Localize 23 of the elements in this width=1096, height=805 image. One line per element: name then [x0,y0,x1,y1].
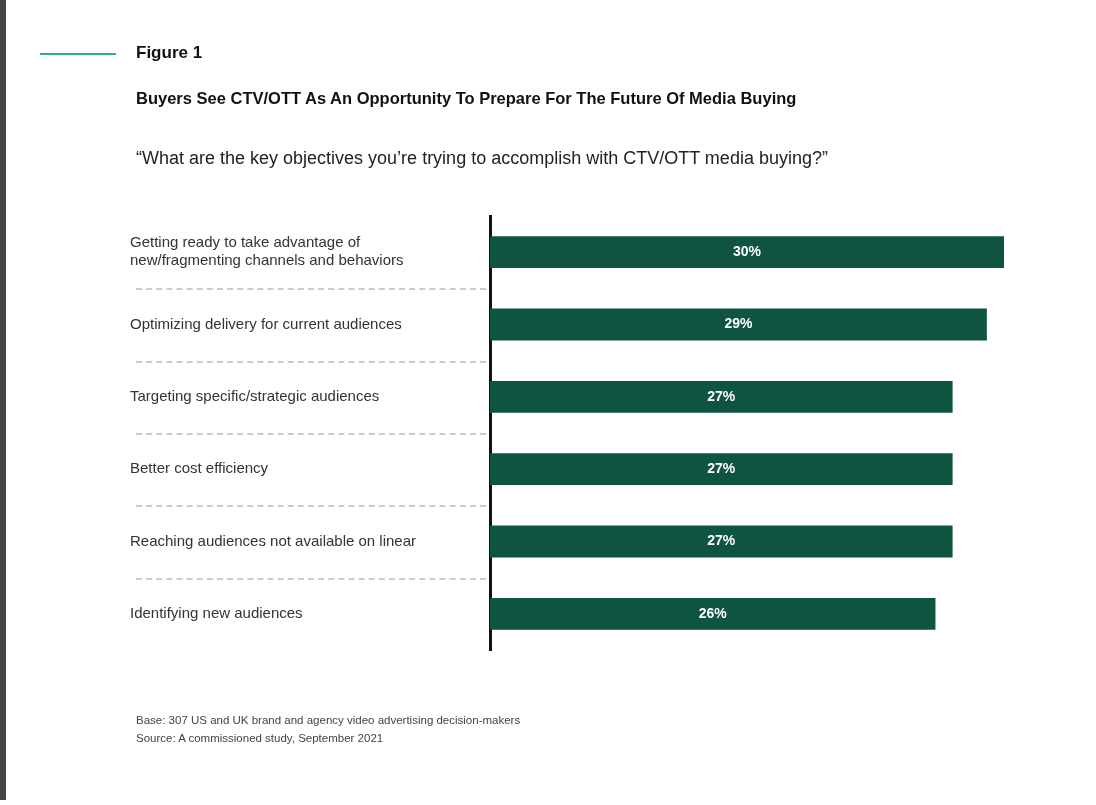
data-label: 27% [707,532,736,549]
bar [490,236,1004,269]
y-tick-label: Getting ready to take advantage of new/fragmenting channels and behaviors [130,233,404,269]
bar [490,525,953,558]
text: Base: 307 US and UK brand and agency video advertising decision-makers [136,714,521,726]
y-tick-label: Optimizing delivery for current audiences [130,314,402,332]
text: “What are the key objectives you’re trying to accomplish with CTV/OTT media buying?” [136,148,828,169]
data-label: 27% [707,387,736,404]
chart-subtitle: Buyers See CTV/OTT As An Opportunity To Prepare For The Future Of Media Buying [136,89,797,108]
data-label: 29% [724,315,753,332]
text: Figure 1 [136,43,203,63]
y-tick-label: Targeting specific/strategic audiences [130,386,380,404]
y-tick-label: Identifying new audiences [130,603,303,621]
bar [490,597,936,630]
y-tick-label: Better cost efficiency [130,459,269,477]
bar [490,453,953,486]
source-note: Source: A commissioned study, September 2021 [136,732,384,744]
data-label: 27% [707,460,736,477]
y-tick-label: Reaching audiences not available on linear [130,531,417,549]
bar [490,380,953,413]
data-label: 26% [698,604,728,621]
bar [490,308,987,341]
data-label: 30% [732,243,762,260]
